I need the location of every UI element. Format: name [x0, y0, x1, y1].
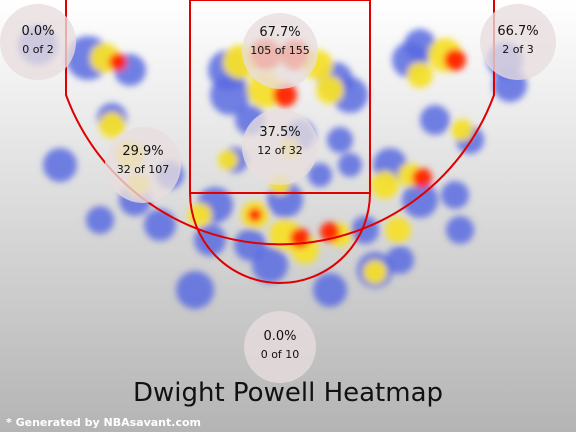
- zone-pct: 37.5%: [259, 125, 301, 140]
- free-throw-arc: [189, 192, 371, 284]
- heat-blob-cold: [176, 271, 214, 309]
- heat-blob-cold: [144, 209, 176, 241]
- heat-blob-warm: [407, 62, 433, 88]
- chart-title: Dwight Powell Heatmap: [132, 378, 444, 408]
- zone-fraction: 0 of 10: [260, 348, 300, 361]
- zone-pct: 0.0%: [263, 329, 297, 344]
- heat-blob-warm: [218, 150, 238, 170]
- heat-blob-cold: [313, 273, 347, 307]
- heat-blob-cold: [86, 206, 114, 234]
- zone-label-left-corner-three: 0.0% 0 of 2: [0, 4, 76, 80]
- heat-blob-warm: [99, 112, 125, 138]
- heat-blob-cold: [441, 181, 469, 209]
- zone-label-right-corner-three: 66.7% 2 of 3: [480, 4, 556, 80]
- heat-blob-warm: [451, 119, 473, 141]
- zone-label-mid-range-center: 37.5% 12 of 32: [242, 109, 318, 185]
- heat-blob-cold: [404, 29, 436, 61]
- heat-blob-hot: [248, 208, 262, 222]
- heat-blob-hot: [444, 49, 466, 71]
- heat-blob-hot: [290, 228, 310, 248]
- heat-blob-warm: [363, 260, 387, 284]
- heat-blob-cold: [386, 246, 414, 274]
- zone-label-above-break-three: 0.0% 0 of 10: [244, 311, 316, 383]
- heat-blob-cold: [402, 182, 438, 218]
- zone-pct: 66.7%: [497, 24, 539, 39]
- heat-blob-cold: [420, 105, 450, 135]
- heat-blob-cold: [194, 224, 226, 256]
- heat-blob-warm: [385, 217, 411, 243]
- three-point-line: [65, 0, 495, 246]
- zone-fraction: 2 of 3: [502, 43, 534, 56]
- heat-blob-cold: [210, 75, 250, 115]
- zone-label-mid-range-left: 29.9% 32 of 107: [105, 127, 181, 203]
- heat-blob-cold: [308, 163, 332, 187]
- heat-blob-cold: [234, 229, 266, 261]
- heat-blob-cold: [338, 153, 362, 177]
- heat-blob-warm: [371, 171, 399, 199]
- heat-blob-hot: [273, 83, 297, 107]
- footer-credit: * Generated by NBAsavant.com: [6, 416, 201, 429]
- heat-blob-warm: [316, 76, 344, 104]
- paint-lane: [189, 0, 371, 194]
- court-lines: [65, 0, 495, 284]
- heat-blob-hot: [412, 168, 432, 188]
- zone-label-paint: 67.7% 105 of 155: [242, 13, 318, 89]
- zone-pct: 0.0%: [21, 24, 55, 39]
- zone-pct: 67.7%: [259, 25, 301, 40]
- heat-blob-cold: [43, 148, 77, 182]
- heat-blob-cold: [327, 127, 353, 153]
- zone-fraction: 32 of 107: [116, 163, 170, 176]
- zone-fraction: 105 of 155: [250, 44, 310, 57]
- zone-fraction: 0 of 2: [22, 43, 54, 56]
- zone-fraction: 12 of 32: [257, 144, 303, 157]
- heat-blob-hot: [109, 53, 127, 71]
- zone-pct: 29.9%: [122, 144, 164, 159]
- heat-blob-cold: [446, 216, 474, 244]
